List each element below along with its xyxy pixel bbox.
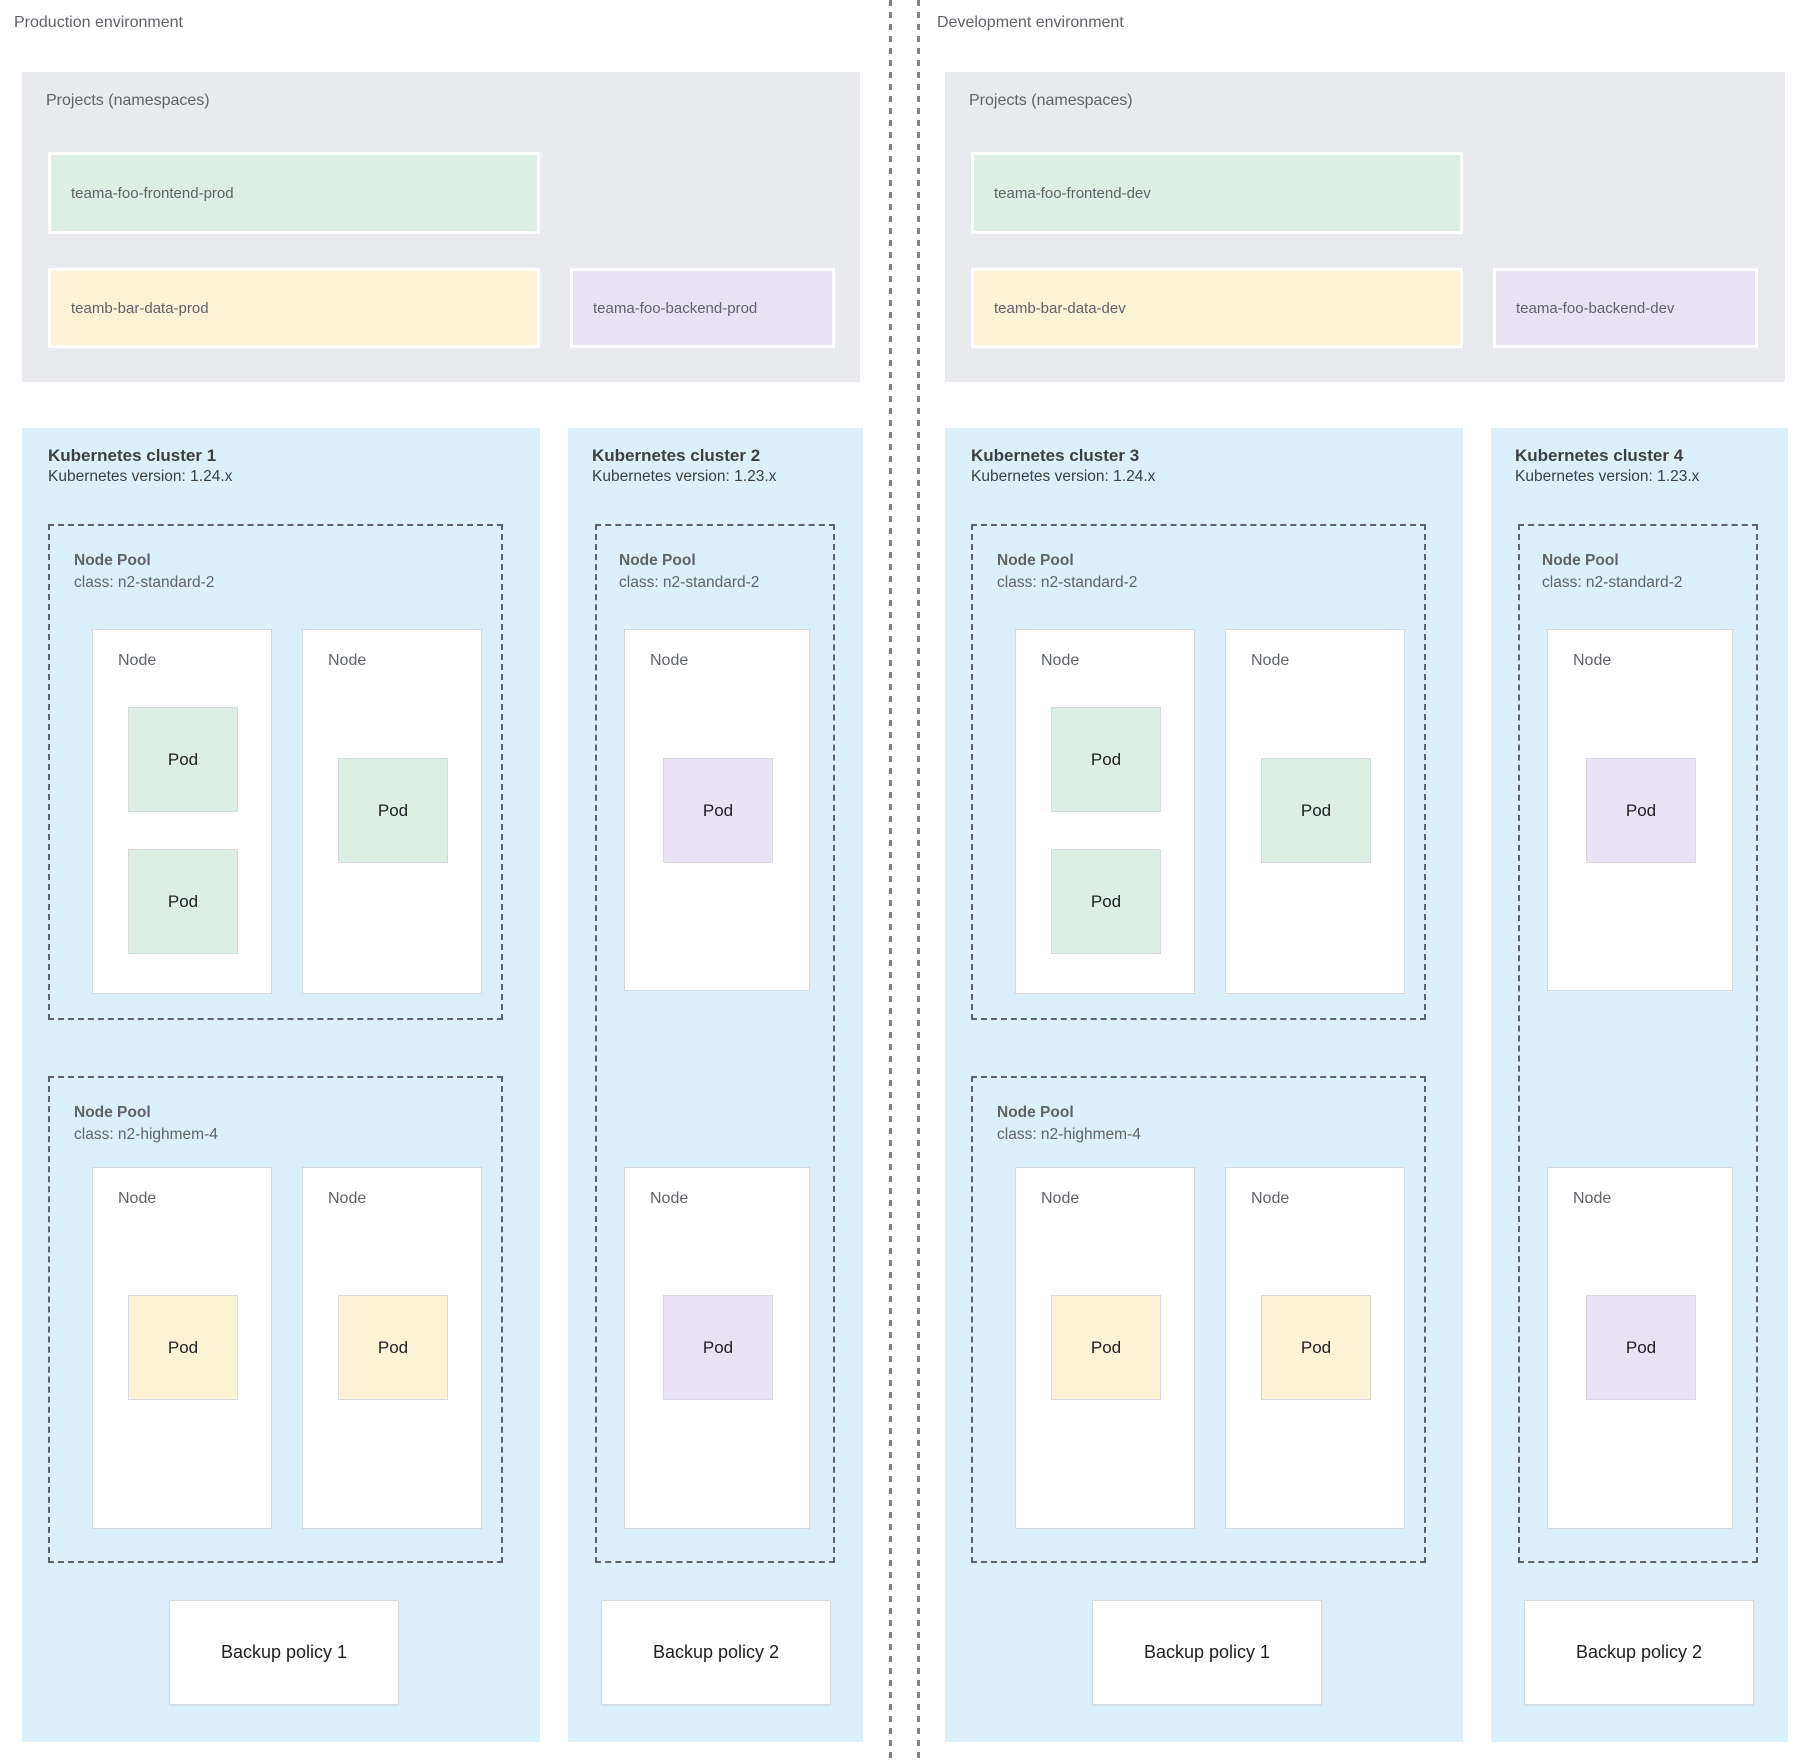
environment-divider-line-left (889, 0, 892, 1760)
cluster-title: Kubernetes cluster 3 (971, 446, 1140, 465)
node-pool-title: Node Pool (997, 552, 1074, 569)
projects-panel-title: Projects (namespaces) (46, 92, 210, 109)
backup-policy-2: Backup policy 2 (1524, 1600, 1754, 1705)
cluster-version: Kubernetes version: 1.24.x (971, 468, 1156, 485)
kubernetes-cluster-2: Kubernetes cluster 2 Kubernetes version:… (568, 428, 863, 1742)
node-label: Node (328, 1190, 367, 1207)
node-pool-class: class: n2-standard-2 (997, 574, 1138, 591)
node: Node Pod (1547, 629, 1733, 991)
node-pool-standard: Node Pool class: n2-standard-2 Node Pod … (1518, 524, 1758, 1563)
project-box-teama-foo-frontend-dev: teama-foo-frontend-dev (971, 152, 1463, 234)
kubernetes-cluster-4: Kubernetes cluster 4 Kubernetes version:… (1491, 428, 1788, 1742)
pod: Pod (1051, 849, 1161, 954)
projects-panel-title: Projects (namespaces) (969, 92, 1133, 109)
backup-policy-1: Backup policy 1 (1092, 1600, 1322, 1705)
pod: Pod (1051, 707, 1161, 812)
node-pool-standard: Node Pool class: n2-standard-2 Node Pod … (595, 524, 835, 1563)
node: Node Pod (302, 1167, 482, 1529)
node-label: Node (1573, 652, 1612, 669)
node-pool-title: Node Pool (1542, 552, 1619, 569)
cluster-title: Kubernetes cluster 2 (592, 446, 761, 465)
pod: Pod (1051, 1295, 1161, 1400)
cluster-version: Kubernetes version: 1.24.x (48, 468, 233, 485)
project-box-teamb-bar-data-dev: teamb-bar-data-dev (971, 268, 1463, 348)
pod: Pod (663, 1295, 773, 1400)
node: Node Pod (302, 629, 482, 994)
node-label: Node (1251, 652, 1290, 669)
node: Node Pod Pod (92, 629, 272, 994)
node: Node Pod (92, 1167, 272, 1529)
project-box-teama-foo-backend-dev: teama-foo-backend-dev (1493, 268, 1758, 348)
node-pool-class: class: n2-highmem-4 (74, 1126, 218, 1143)
pod: Pod (663, 758, 773, 863)
project-box-teamb-bar-data-prod: teamb-bar-data-prod (48, 268, 540, 348)
pod: Pod (128, 707, 238, 812)
projects-panel-development: Projects (namespaces) teama-foo-frontend… (945, 72, 1785, 382)
node-label: Node (1251, 1190, 1290, 1207)
pod: Pod (128, 1295, 238, 1400)
project-box-teama-foo-backend-prod: teama-foo-backend-prod (570, 268, 835, 348)
cluster-version: Kubernetes version: 1.23.x (1515, 468, 1700, 485)
node: Node Pod (1225, 1167, 1405, 1529)
node-pool-highmem: Node Pool class: n2-highmem-4 Node Pod N… (48, 1076, 503, 1563)
cluster-title: Kubernetes cluster 1 (48, 446, 217, 465)
node-label: Node (650, 652, 689, 669)
pod: Pod (338, 1295, 448, 1400)
backup-policy-1: Backup policy 1 (169, 1600, 399, 1705)
cluster-version: Kubernetes version: 1.23.x (592, 468, 777, 485)
node-label: Node (1041, 1190, 1080, 1207)
pod: Pod (1261, 1295, 1371, 1400)
node-label: Node (118, 652, 157, 669)
node-label: Node (1573, 1190, 1612, 1207)
pod: Pod (338, 758, 448, 863)
node-pool-title: Node Pool (997, 1104, 1074, 1121)
node-pool-title: Node Pool (74, 1104, 151, 1121)
environment-divider-line-right (917, 0, 920, 1760)
node: Node Pod Pod (1015, 629, 1195, 994)
node: Node Pod (1225, 629, 1405, 994)
node-label: Node (118, 1190, 157, 1207)
node-pool-class: class: n2-highmem-4 (997, 1126, 1141, 1143)
pod: Pod (1586, 758, 1696, 863)
node: Node Pod (1547, 1167, 1733, 1529)
node-label: Node (1041, 652, 1080, 669)
project-box-teama-foo-frontend-prod: teama-foo-frontend-prod (48, 152, 540, 234)
node: Node Pod (624, 629, 810, 991)
node-pool-standard: Node Pool class: n2-standard-2 Node Pod … (48, 524, 503, 1020)
pod: Pod (1586, 1295, 1696, 1400)
node-label: Node (328, 652, 367, 669)
node-pool-title: Node Pool (619, 552, 696, 569)
node-label: Node (650, 1190, 689, 1207)
kubernetes-cluster-1: Kubernetes cluster 1 Kubernetes version:… (22, 428, 540, 1742)
cluster-title: Kubernetes cluster 4 (1515, 446, 1684, 465)
projects-panel-production: Projects (namespaces) teama-foo-frontend… (22, 72, 860, 382)
node-pool-class: class: n2-standard-2 (1542, 574, 1683, 591)
pod: Pod (128, 849, 238, 954)
node-pool-title: Node Pool (74, 552, 151, 569)
kubernetes-cluster-3: Kubernetes cluster 3 Kubernetes version:… (945, 428, 1463, 1742)
environment-label-development: Development environment (937, 14, 1124, 31)
node-pool-class: class: n2-standard-2 (619, 574, 760, 591)
node: Node Pod (624, 1167, 810, 1529)
environment-label-production: Production environment (14, 14, 183, 31)
node-pool-class: class: n2-standard-2 (74, 574, 215, 591)
pod: Pod (1261, 758, 1371, 863)
node-pool-standard: Node Pool class: n2-standard-2 Node Pod … (971, 524, 1426, 1020)
backup-policy-2: Backup policy 2 (601, 1600, 831, 1705)
node: Node Pod (1015, 1167, 1195, 1529)
node-pool-highmem: Node Pool class: n2-highmem-4 Node Pod N… (971, 1076, 1426, 1563)
